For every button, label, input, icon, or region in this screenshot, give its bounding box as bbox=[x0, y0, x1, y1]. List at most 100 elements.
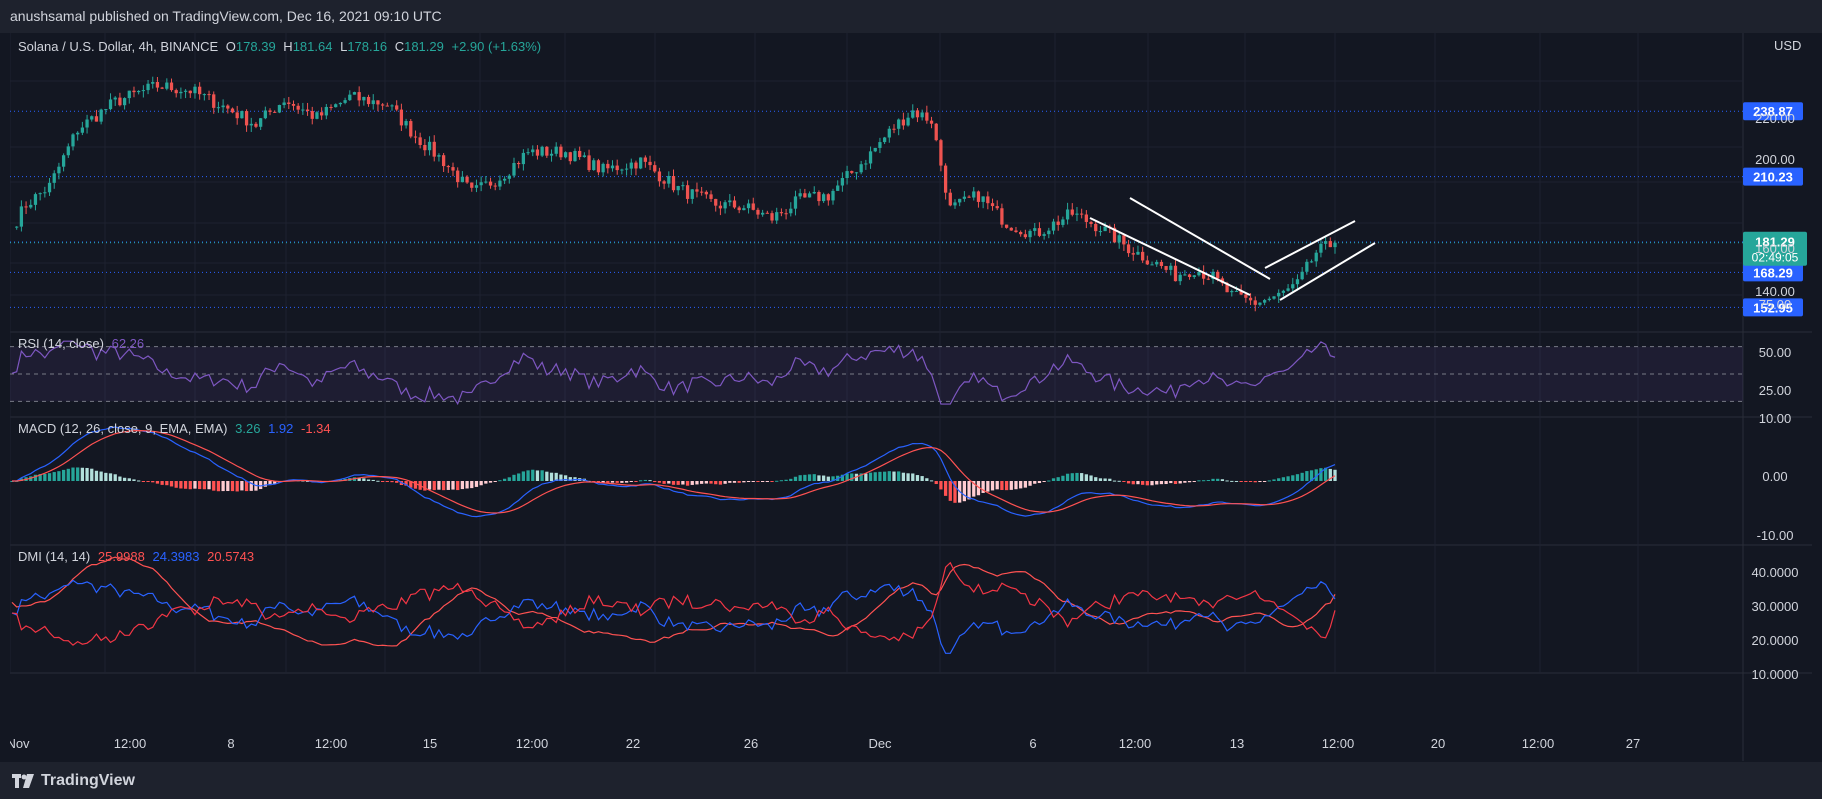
macd-histogram-bar bbox=[845, 473, 849, 481]
candle-body bbox=[1004, 224, 1009, 228]
symbol-name[interactable]: Solana / U.S. Dollar, 4h, BINANCE bbox=[18, 39, 219, 54]
macd-title[interactable]: MACD (12, 26, close, 9, EMA, EMA) bbox=[18, 421, 228, 436]
candle-body bbox=[1019, 232, 1023, 235]
tradingview-logo[interactable]: TradingView bbox=[12, 772, 135, 790]
chart-canvas[interactable]: 238.87210.23181.59168.29152.95181.2902:4… bbox=[10, 33, 1812, 761]
macd-histogram-bar bbox=[395, 481, 399, 483]
dmi-legend[interactable]: DMI (14, 14) 25.9988 24.3983 20.5743 bbox=[18, 549, 258, 564]
candle-body bbox=[80, 127, 85, 133]
candle-body bbox=[1122, 235, 1126, 245]
candle-body bbox=[1047, 230, 1051, 235]
macd-histogram-bar bbox=[1244, 481, 1248, 482]
candle-body bbox=[756, 209, 760, 215]
candle-body bbox=[925, 112, 929, 121]
macd-histogram-bar bbox=[1202, 480, 1206, 482]
candle-body bbox=[409, 121, 413, 137]
candle-body bbox=[592, 160, 596, 171]
y-axis-label: 0.00 bbox=[1762, 469, 1787, 484]
candle-body bbox=[1239, 290, 1243, 295]
candle-body bbox=[549, 153, 554, 156]
macd-histogram-bar bbox=[878, 471, 882, 481]
candle-body bbox=[540, 146, 544, 156]
macd-histogram-bar bbox=[193, 481, 197, 489]
macd-histogram-bar bbox=[746, 481, 751, 482]
macd-histogram-bar bbox=[685, 481, 690, 486]
macd-histogram-bar bbox=[648, 480, 652, 482]
candle-body bbox=[1131, 253, 1135, 255]
y-axis-label: 220.00 bbox=[1755, 111, 1795, 126]
rsi-line bbox=[11, 340, 1336, 406]
macd-histogram-bar bbox=[798, 475, 802, 481]
macd-histogram-bar bbox=[690, 481, 694, 485]
macd-histogram-bar bbox=[390, 481, 394, 483]
macd-histogram-bar bbox=[66, 468, 70, 481]
high-value: 181.64 bbox=[292, 39, 333, 54]
macd-histogram-bar bbox=[357, 478, 361, 481]
macd-histogram-bar bbox=[493, 481, 497, 482]
candle-body bbox=[958, 198, 962, 203]
price-level-badge bbox=[1743, 102, 1803, 121]
candle-body bbox=[728, 200, 732, 203]
macd-histogram-bar bbox=[1070, 473, 1074, 481]
candle-body bbox=[906, 117, 910, 126]
candle-body bbox=[1014, 230, 1018, 233]
macd-histogram-bar bbox=[1028, 481, 1032, 486]
symbol-legend[interactable]: Solana / U.S. Dollar, 4h, BINANCE O178.3… bbox=[18, 39, 545, 54]
macd-histogram-bar bbox=[1065, 473, 1070, 481]
candle-body bbox=[1136, 251, 1140, 255]
macd-histogram-bar bbox=[1080, 473, 1084, 481]
macd-histogram-bar bbox=[273, 481, 277, 485]
macd-histogram-bar bbox=[441, 481, 446, 491]
candle-body bbox=[380, 104, 385, 106]
candle-body bbox=[545, 146, 549, 156]
macd-histogram-bar bbox=[1187, 481, 1192, 483]
candle-body bbox=[981, 196, 985, 202]
macd-histogram-bar bbox=[249, 481, 253, 491]
candle-body bbox=[488, 181, 493, 186]
macd-histogram-bar bbox=[1267, 480, 1271, 482]
macd-histogram-bar bbox=[1056, 477, 1060, 481]
candle-body bbox=[1262, 300, 1267, 303]
candle-body bbox=[653, 165, 657, 172]
candle-body bbox=[676, 186, 680, 191]
price-level-label: 152.95 bbox=[1753, 300, 1793, 315]
candle-body bbox=[1070, 209, 1074, 215]
rsi-legend[interactable]: RSI (14, close) 62.26 bbox=[18, 336, 148, 351]
candle-body bbox=[1051, 221, 1056, 231]
candle-body bbox=[1094, 223, 1098, 232]
candle-body bbox=[193, 86, 197, 94]
candle-body bbox=[277, 105, 282, 113]
candle-body bbox=[1192, 275, 1196, 278]
dmi-title[interactable]: DMI (14, 14) bbox=[18, 549, 91, 564]
macd-histogram-bar bbox=[404, 481, 408, 486]
macd-histogram-bar bbox=[127, 478, 131, 481]
rsi-title[interactable]: RSI (14, close) bbox=[18, 336, 104, 351]
candle-body bbox=[1225, 283, 1229, 293]
macd-histogram-bar bbox=[263, 481, 267, 487]
macd-legend[interactable]: MACD (12, 26, close, 9, EMA, EMA) 3.26 1… bbox=[18, 421, 335, 436]
candle-body bbox=[634, 162, 638, 169]
macd-histogram-bar bbox=[1309, 470, 1314, 481]
macd-histogram-bar bbox=[915, 475, 920, 481]
chart-area[interactable]: 238.87210.23181.59168.29152.95181.2902:4… bbox=[10, 33, 1812, 761]
macd-histogram-bar bbox=[803, 474, 807, 481]
x-axis-label: 12:00 bbox=[315, 736, 348, 751]
candle-body bbox=[990, 203, 995, 207]
candle-body bbox=[230, 108, 235, 113]
currency-label[interactable]: USD bbox=[1774, 38, 1802, 53]
macd-histogram-bar bbox=[371, 479, 375, 481]
candle-body bbox=[404, 121, 408, 126]
candle-body bbox=[1164, 266, 1168, 270]
macd-histogram-bar bbox=[122, 477, 127, 481]
candle-body bbox=[474, 185, 479, 188]
macd-histogram-bar bbox=[1019, 481, 1023, 489]
candle-body bbox=[165, 82, 169, 89]
macd-histogram-bar bbox=[1033, 481, 1037, 484]
macd-histogram-bar bbox=[1197, 480, 1201, 482]
macd-histogram-bar bbox=[1239, 481, 1243, 482]
candle-body bbox=[451, 167, 455, 171]
candle-body bbox=[1234, 290, 1239, 292]
candle-body bbox=[122, 98, 127, 106]
macd-histogram-bar bbox=[1103, 478, 1107, 481]
candle-body bbox=[817, 191, 821, 202]
